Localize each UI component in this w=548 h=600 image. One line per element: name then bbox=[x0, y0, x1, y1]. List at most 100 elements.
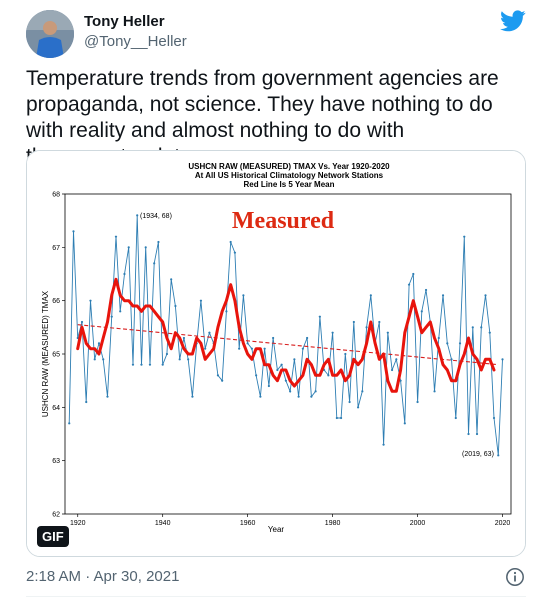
annual-tmax-point bbox=[369, 294, 372, 297]
annual-tmax-point bbox=[255, 374, 258, 377]
annual-tmax-point bbox=[80, 320, 84, 324]
annual-tmax-point bbox=[492, 416, 496, 420]
trend-line bbox=[77, 324, 499, 366]
annual-tmax-point bbox=[102, 358, 105, 361]
annual-tmax-point bbox=[170, 278, 173, 281]
plot-frame bbox=[64, 193, 512, 515]
annual-tmax-point bbox=[386, 331, 389, 334]
annual-tmax-point bbox=[242, 294, 245, 297]
y-tick-label: 67 bbox=[52, 245, 60, 252]
y-axis-label: USHCN RAW (MEASURED) TMAX bbox=[41, 290, 50, 417]
annual-tmax-point bbox=[289, 390, 292, 393]
annual-tmax-point bbox=[174, 304, 177, 308]
annual-tmax-point bbox=[497, 454, 500, 457]
annual-tmax-point bbox=[310, 395, 313, 398]
tweet-media-gif[interactable]: USHCN RAW (MEASURED) TMAX Vs. Year 1920-… bbox=[26, 150, 526, 557]
annual-tmax-point bbox=[191, 395, 194, 398]
annual-tmax-point bbox=[250, 347, 253, 350]
annual-tmax-point bbox=[458, 342, 462, 345]
annual-tmax-point bbox=[216, 374, 220, 377]
annual-tmax-point bbox=[199, 299, 203, 302]
temperature-chart: USHCN RAW (MEASURED) TMAX Vs. Year 1920-… bbox=[27, 151, 525, 556]
annual-tmax-point bbox=[348, 400, 351, 404]
author-handle[interactable]: @Tony__Heller bbox=[84, 33, 187, 50]
annual-tmax-point bbox=[454, 416, 457, 420]
annual-tmax-point bbox=[475, 432, 479, 436]
annual-tmax-point bbox=[501, 358, 504, 361]
annual-tmax-point bbox=[424, 288, 428, 292]
x-tick-label: 1980 bbox=[325, 520, 341, 527]
y-tick-label: 68 bbox=[52, 192, 60, 199]
annual-tmax-point bbox=[450, 358, 453, 361]
author-name[interactable]: Tony Heller bbox=[84, 13, 165, 30]
annual-tmax-point bbox=[378, 320, 381, 324]
x-tick-label: 1920 bbox=[70, 520, 86, 527]
annotation-max: (1934, 68) bbox=[140, 213, 172, 220]
tweet-timestamp[interactable]: 2:18 AM · Apr 30, 2021 bbox=[26, 568, 180, 585]
annual-tmax-point bbox=[318, 315, 321, 318]
annual-tmax-point bbox=[114, 235, 118, 238]
annual-tmax-point bbox=[178, 358, 181, 361]
annual-tmax-point bbox=[412, 272, 415, 276]
five-year-mean-line bbox=[76, 277, 496, 393]
annual-tmax-point bbox=[365, 326, 368, 329]
chart-subtitle-line-2: Red Line Is 5 Year Mean bbox=[243, 180, 334, 189]
annual-tmax-point bbox=[297, 395, 300, 398]
annual-tmax-point bbox=[314, 390, 317, 393]
annual-tmax-point bbox=[136, 214, 139, 217]
y-tick-label: 62 bbox=[52, 512, 60, 519]
annual-tmax-point bbox=[208, 331, 211, 334]
gif-badge: GIF bbox=[37, 526, 69, 547]
annual-tmax-point bbox=[467, 432, 470, 436]
annual-tmax-point bbox=[301, 347, 304, 350]
annual-tmax-point bbox=[68, 422, 71, 425]
y-tick-label: 65 bbox=[52, 352, 60, 359]
info-icon[interactable] bbox=[505, 567, 525, 587]
y-tick-label: 66 bbox=[52, 298, 60, 305]
y-tick-label: 64 bbox=[52, 405, 60, 412]
annual-tmax-point bbox=[148, 363, 152, 366]
chart-subtitle-line-1: At All US Historical Climatology Network… bbox=[195, 171, 384, 180]
annual-tmax-point bbox=[72, 230, 75, 233]
annual-tmax-point bbox=[85, 400, 88, 404]
annual-tmax-point bbox=[276, 368, 279, 372]
annual-tmax-point bbox=[272, 336, 275, 340]
annual-tmax-point bbox=[161, 363, 164, 366]
annual-tmax-point bbox=[480, 326, 483, 329]
annual-tmax-point bbox=[420, 310, 423, 313]
annual-tmax-point bbox=[221, 379, 224, 382]
annual-tmax-point bbox=[390, 368, 394, 372]
annual-tmax-point bbox=[140, 363, 143, 366]
annual-tmax-point bbox=[97, 342, 101, 345]
annual-tmax-point bbox=[416, 400, 419, 404]
annual-tmax-point bbox=[182, 336, 186, 340]
annual-tmax-point bbox=[446, 342, 449, 345]
annual-tmax-point bbox=[267, 384, 270, 388]
annual-tmax-point bbox=[339, 416, 343, 420]
annual-tmax-point bbox=[131, 363, 135, 366]
bird-icon[interactable] bbox=[500, 10, 526, 32]
annual-tmax-point bbox=[382, 443, 385, 446]
annual-tmax-point bbox=[327, 374, 330, 377]
plot-layer: 62 63 64 65 66 67 68 1920 1940 1960 1980 2000 2020 bbox=[52, 192, 510, 528]
annual-tmax-point bbox=[293, 358, 296, 361]
x-tick-label: 2020 bbox=[495, 520, 511, 527]
annual-tmax-point bbox=[441, 294, 445, 297]
annual-tmax-point bbox=[463, 235, 466, 238]
annual-tmax-point bbox=[110, 315, 113, 318]
avatar[interactable] bbox=[26, 10, 74, 58]
divider bbox=[26, 596, 526, 597]
x-tick-label: 1960 bbox=[240, 520, 256, 527]
annual-tmax-point bbox=[395, 358, 398, 361]
y-tick-label: 63 bbox=[52, 458, 60, 465]
annual-tmax-point bbox=[157, 240, 160, 244]
annual-tmax-point bbox=[89, 299, 92, 302]
annual-tmax-point bbox=[106, 395, 109, 398]
annual-tmax-point bbox=[119, 310, 122, 313]
x-axis-label: Year bbox=[268, 525, 285, 534]
annual-tmax-point bbox=[344, 352, 347, 356]
annual-tmax-point bbox=[187, 358, 190, 361]
annual-tmax-point bbox=[259, 395, 262, 398]
annual-tmax-point bbox=[335, 416, 338, 420]
